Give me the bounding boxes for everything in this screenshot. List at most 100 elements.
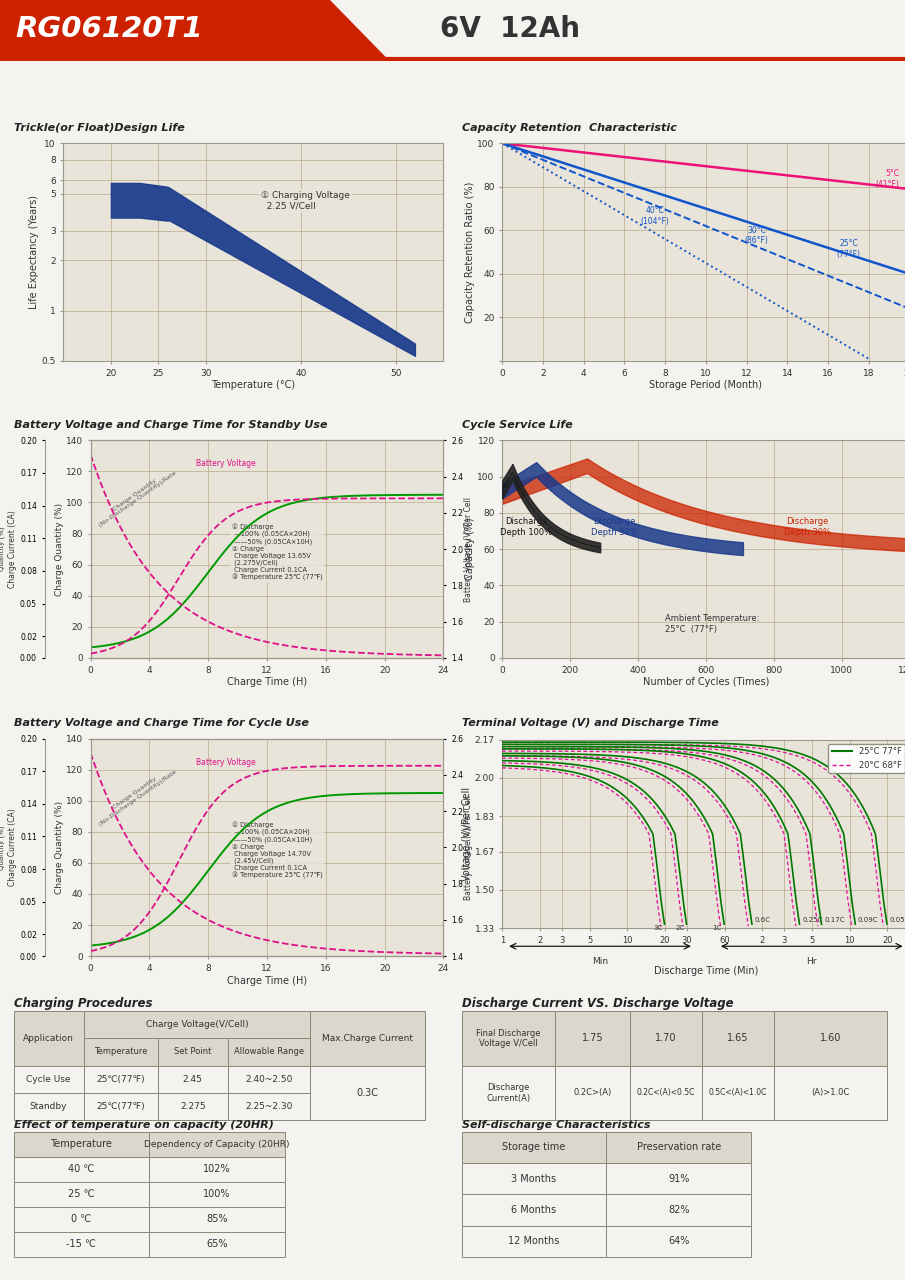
Text: Max.Charge Current: Max.Charge Current bbox=[322, 1034, 414, 1043]
X-axis label: Storage Period (Month): Storage Period (Month) bbox=[650, 380, 762, 390]
Text: Temperature: Temperature bbox=[51, 1139, 112, 1149]
Text: 0 ℃: 0 ℃ bbox=[71, 1215, 91, 1225]
Bar bbox=[83, 1065, 157, 1093]
Text: 5°C
(41°F): 5°C (41°F) bbox=[875, 169, 900, 189]
Text: Cycle Service Life: Cycle Service Life bbox=[462, 420, 572, 430]
Text: Discharge
Depth 100%: Discharge Depth 100% bbox=[500, 517, 552, 536]
Bar bbox=[83, 1038, 157, 1065]
Bar bbox=[149, 1132, 285, 1157]
Text: (A)>1.0C: (A)>1.0C bbox=[812, 1088, 850, 1097]
Text: 2.45: 2.45 bbox=[183, 1075, 203, 1084]
Bar bbox=[228, 1065, 310, 1093]
Text: 82%: 82% bbox=[668, 1204, 690, 1215]
Bar bbox=[606, 1194, 751, 1226]
Y-axis label: Battery Voltage (V)/Per Cell: Battery Voltage (V)/Per Cell bbox=[464, 795, 473, 900]
Text: Min: Min bbox=[592, 957, 608, 966]
Text: 102%: 102% bbox=[204, 1164, 231, 1174]
Bar bbox=[462, 1162, 606, 1194]
Text: Standby: Standby bbox=[30, 1102, 67, 1111]
Text: Effect of temperature on capacity (20HR): Effect of temperature on capacity (20HR) bbox=[14, 1120, 273, 1130]
Bar bbox=[606, 1162, 751, 1194]
Y-axis label: Battery Voltage (V)/Per Cell: Battery Voltage (V)/Per Cell bbox=[464, 497, 473, 602]
Bar bbox=[14, 1207, 149, 1231]
Bar bbox=[462, 1065, 555, 1120]
Text: Charge
Quantity (%): Charge Quantity (%) bbox=[0, 527, 5, 571]
Text: Allowable Range: Allowable Range bbox=[233, 1047, 304, 1056]
Y-axis label: Charge Current (CA): Charge Current (CA) bbox=[8, 511, 17, 588]
Bar bbox=[83, 1093, 157, 1120]
Y-axis label: Charge Current (CA): Charge Current (CA) bbox=[8, 809, 17, 886]
Bar bbox=[14, 1011, 83, 1065]
Text: 2.25~2.30: 2.25~2.30 bbox=[245, 1102, 292, 1111]
Text: Battery Voltage: Battery Voltage bbox=[196, 460, 256, 468]
Text: Temperature: Temperature bbox=[94, 1047, 148, 1056]
Bar bbox=[14, 1157, 149, 1181]
Text: 3C: 3C bbox=[653, 924, 662, 931]
Text: Trickle(or Float)Design Life: Trickle(or Float)Design Life bbox=[14, 123, 185, 133]
Text: Charge Quantity
(No-Discharge Quantity)/Rate: Charge Quantity (No-Discharge Quantity)/… bbox=[95, 764, 177, 827]
Text: 40°C
(104°F): 40°C (104°F) bbox=[641, 206, 670, 225]
Text: Battery Voltage and Charge Time for Cycle Use: Battery Voltage and Charge Time for Cycl… bbox=[14, 718, 309, 728]
Bar bbox=[310, 1065, 425, 1120]
Text: Charging Procedures: Charging Procedures bbox=[14, 997, 152, 1010]
Bar bbox=[774, 1065, 887, 1120]
Bar bbox=[83, 1011, 310, 1038]
Text: 25°C
(77°F): 25°C (77°F) bbox=[836, 239, 861, 259]
Y-axis label: Capacity (%): Capacity (%) bbox=[464, 518, 474, 580]
Text: 1.65: 1.65 bbox=[728, 1033, 748, 1043]
Text: 0.2C<(A)<0.5C: 0.2C<(A)<0.5C bbox=[636, 1088, 695, 1097]
Text: 1.60: 1.60 bbox=[820, 1033, 842, 1043]
Text: Discharge
Current(A): Discharge Current(A) bbox=[486, 1083, 530, 1102]
Text: 1C: 1C bbox=[712, 924, 722, 931]
Text: 2.40~2.50: 2.40~2.50 bbox=[245, 1075, 292, 1084]
Text: 25 ℃: 25 ℃ bbox=[68, 1189, 95, 1199]
Text: Storage time: Storage time bbox=[502, 1142, 566, 1152]
Text: Charge
Quantity (%): Charge Quantity (%) bbox=[0, 826, 5, 869]
Text: 0.09C: 0.09C bbox=[858, 916, 879, 923]
Bar bbox=[14, 1132, 149, 1157]
Text: 85%: 85% bbox=[206, 1215, 228, 1225]
Text: Battery Voltage and Charge Time for Standby Use: Battery Voltage and Charge Time for Stan… bbox=[14, 420, 327, 430]
Bar bbox=[702, 1011, 774, 1065]
X-axis label: Charge Time (H): Charge Time (H) bbox=[227, 677, 307, 687]
Text: Discharge Time (Min): Discharge Time (Min) bbox=[653, 966, 758, 977]
Text: ① Discharge
 —100% (0.05CA×20H)
 ——50% (0.05CA×10H)
② Charge
 Charge Voltage 14.: ① Discharge —100% (0.05CA×20H) ——50% (0.… bbox=[232, 822, 322, 879]
Text: Terminal Voltage (V) and Discharge Time: Terminal Voltage (V) and Discharge Time bbox=[462, 718, 719, 728]
Text: 6V  12Ah: 6V 12Ah bbox=[440, 15, 580, 44]
Bar bbox=[14, 1231, 149, 1257]
Text: Hr: Hr bbox=[806, 957, 817, 966]
Text: 0.3C: 0.3C bbox=[357, 1088, 378, 1098]
Bar bbox=[149, 1207, 285, 1231]
Bar bbox=[462, 1194, 606, 1226]
Text: 2.275: 2.275 bbox=[180, 1102, 205, 1111]
Text: 100%: 100% bbox=[204, 1189, 231, 1199]
Text: Cycle Use: Cycle Use bbox=[26, 1075, 71, 1084]
Text: 0.25C: 0.25C bbox=[802, 916, 823, 923]
Bar bbox=[630, 1011, 702, 1065]
Text: 0.17C: 0.17C bbox=[824, 916, 844, 923]
Text: Charge Quantity
(No-Discharge Quantity)/Rate: Charge Quantity (No-Discharge Quantity)/… bbox=[95, 466, 177, 529]
Text: Discharge Current VS. Discharge Voltage: Discharge Current VS. Discharge Voltage bbox=[462, 997, 733, 1010]
Bar bbox=[606, 1132, 751, 1162]
Text: 91%: 91% bbox=[668, 1174, 690, 1184]
Bar bbox=[462, 1132, 606, 1162]
Polygon shape bbox=[0, 0, 390, 61]
Y-axis label: Charge Quantity (%): Charge Quantity (%) bbox=[55, 503, 64, 595]
Text: 12 Months: 12 Months bbox=[509, 1236, 559, 1247]
Text: 30°C
(86°F): 30°C (86°F) bbox=[745, 225, 768, 244]
Text: Capacity Retention  Characteristic: Capacity Retention Characteristic bbox=[462, 123, 676, 133]
Text: 25℃(77℉): 25℃(77℉) bbox=[96, 1075, 145, 1084]
Bar bbox=[157, 1065, 228, 1093]
Bar bbox=[774, 1011, 887, 1065]
Text: Discharge
Depth 30%: Discharge Depth 30% bbox=[785, 517, 831, 536]
Bar bbox=[149, 1157, 285, 1181]
Text: 0.2C>(A): 0.2C>(A) bbox=[573, 1088, 612, 1097]
Text: Discharge
Depth 50%: Discharge Depth 50% bbox=[591, 517, 638, 536]
Text: -15 ℃: -15 ℃ bbox=[66, 1239, 97, 1249]
Text: 6 Months: 6 Months bbox=[511, 1204, 557, 1215]
Text: Preservation rate: Preservation rate bbox=[636, 1142, 721, 1152]
Text: 1.70: 1.70 bbox=[655, 1033, 676, 1043]
Text: 65%: 65% bbox=[206, 1239, 228, 1249]
Bar bbox=[462, 1011, 555, 1065]
Y-axis label: Charge Quantity (%): Charge Quantity (%) bbox=[55, 801, 64, 893]
